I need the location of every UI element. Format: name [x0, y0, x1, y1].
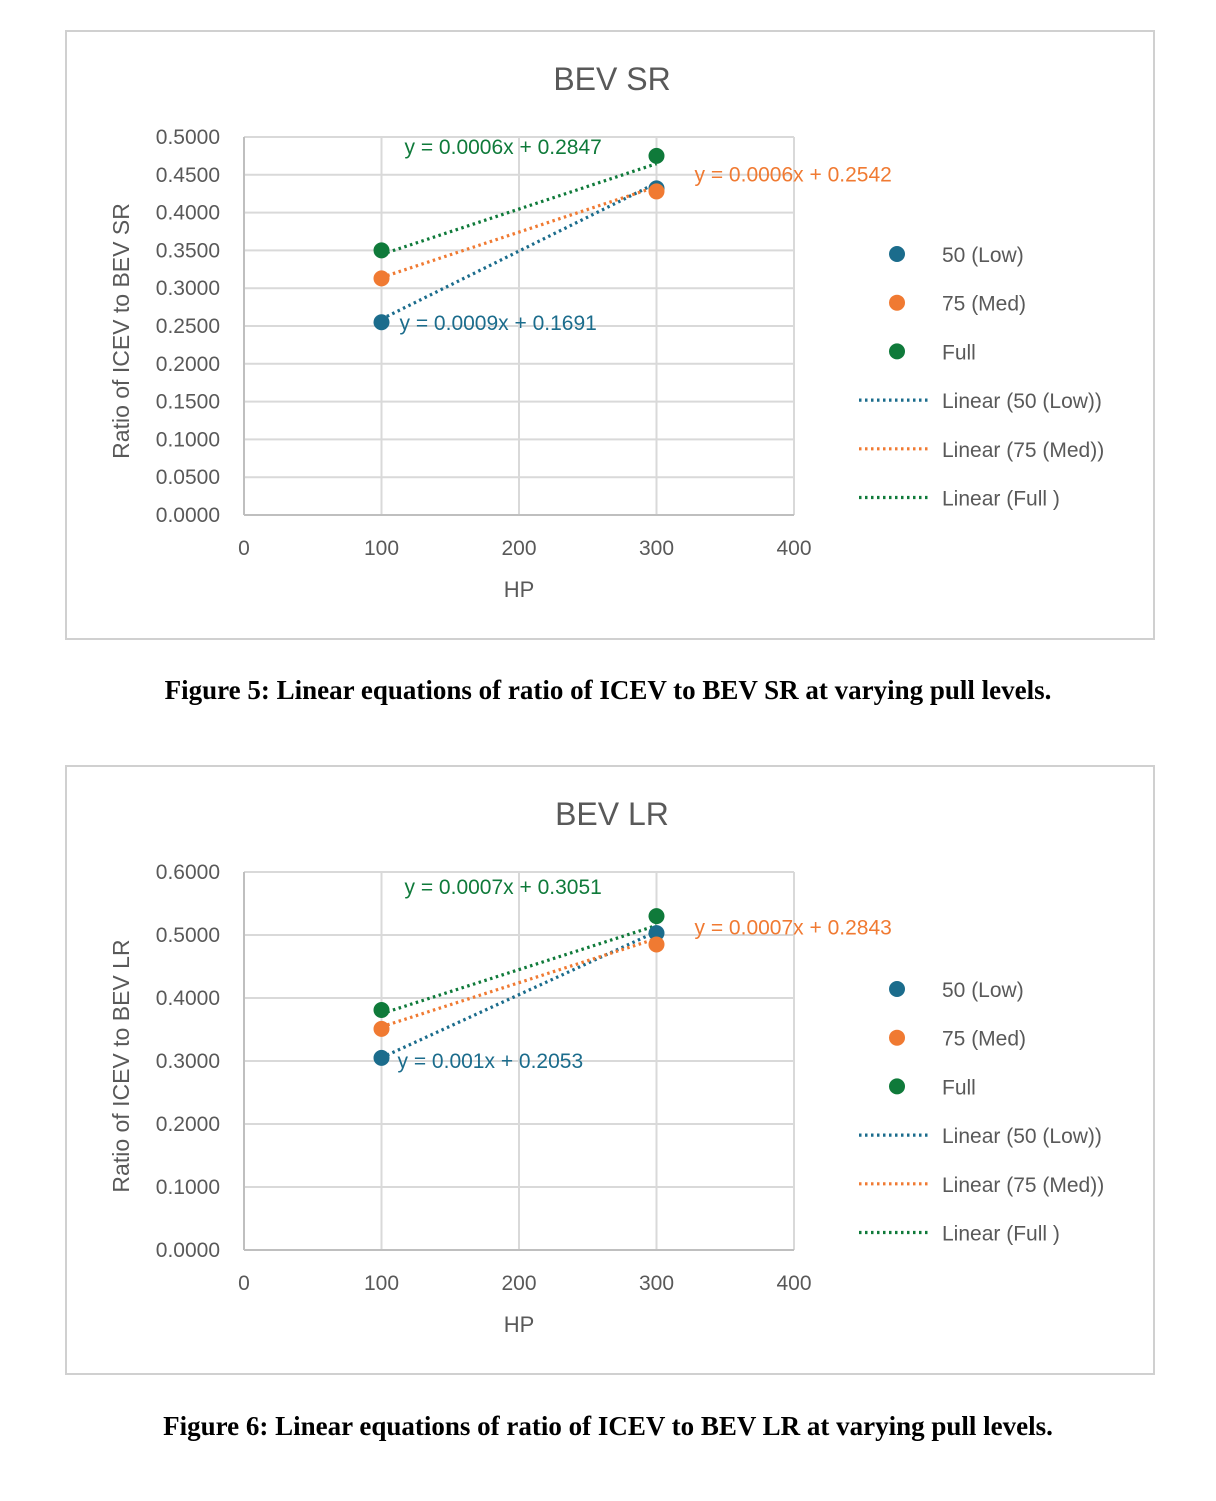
y-tick-label: 0.2000 [156, 353, 220, 376]
data-point-low [648, 925, 665, 942]
y-tick-label: 0.3500 [156, 239, 220, 262]
figure-6-caption: Figure 6: Linear equations of ratio of I… [163, 1411, 1053, 1441]
data-point-med [648, 183, 665, 200]
trendline-equation-low: y = 0.001x + 0.2053 [398, 1050, 584, 1073]
legend-marker-low [889, 246, 905, 262]
trendline-equation-med: y = 0.0006x + 0.2542 [695, 163, 892, 186]
chart-bev-sr-canvas: BEV SR 0.0000 0.0500 0.1000 0.1500 0.2000 0.25… [108, 61, 1104, 602]
x-axis-label: HP [504, 1312, 535, 1337]
legend-trend-label-med: Linear (75 (Med)) [942, 439, 1104, 462]
legend-label-full: Full [942, 341, 976, 364]
trendline-med [380, 185, 658, 279]
trendline-full [380, 162, 658, 256]
x-tick-label: 0 [238, 1272, 250, 1295]
chart-title: BEV SR [553, 61, 670, 97]
trendline-equation-med: y = 0.0007x + 0.2843 [695, 916, 892, 939]
legend-label-med: 75 (Med) [942, 293, 1026, 316]
legend-marker-med [889, 1029, 905, 1046]
y-tick-label: 0.0000 [156, 1239, 220, 1262]
x-tick-label: 400 [776, 537, 811, 560]
y-tick-label: 0.3000 [156, 277, 220, 300]
data-point-med [373, 270, 390, 287]
y-tick-label: 0.5000 [156, 924, 220, 947]
data-point-full [648, 908, 665, 925]
x-tick-label: 300 [639, 537, 674, 560]
x-tick-label: 100 [364, 1272, 399, 1295]
data-point-med [373, 1020, 390, 1037]
legend-label-med: 75 (Med) [942, 1028, 1026, 1051]
y-tick-label: 0.1000 [156, 1176, 220, 1199]
legend-trend-label-full: Linear (Full ) [942, 488, 1060, 511]
y-tick-label: 0.5000 [156, 126, 220, 149]
legend-label-low: 50 (Low) [942, 979, 1024, 1002]
trendline-med [381, 937, 657, 1029]
chart-title: BEV LR [555, 796, 669, 832]
y-tick-label: 0.0500 [156, 466, 220, 489]
y-tick-label: 0.4000 [156, 202, 220, 225]
legend-label-low: 50 (Low) [942, 244, 1024, 267]
data-point-full [373, 1001, 390, 1018]
y-tick-label: 0.4500 [156, 164, 220, 187]
chart-bev-sr: BEV SR 0.0000 0.0500 0.1000 0.1500 0.2000 0.25… [65, 30, 1155, 640]
legend-marker-low [889, 981, 905, 997]
legend-trend-label-low: Linear (50 (Low)) [942, 1125, 1102, 1148]
legend-label-full: Full [942, 1076, 976, 1099]
x-tick-label: 0 [238, 537, 250, 560]
data-point-low [373, 314, 390, 331]
x-axis-label: HP [504, 577, 535, 602]
legend-trend-label-med: Linear (75 (Med)) [942, 1174, 1104, 1197]
x-tick-label: 200 [501, 1272, 536, 1295]
data-point-full [373, 242, 390, 259]
y-tick-label: 0.6000 [156, 861, 220, 884]
y-axis-label: Ratio of ICEV to BEV SR [108, 203, 134, 459]
data-point-low [373, 1049, 390, 1066]
y-tick-label: 0.4000 [156, 987, 220, 1010]
y-tick-label: 0.0000 [156, 504, 220, 527]
legend-marker-full [889, 1078, 905, 1095]
y-axis-label: Ratio of ICEV to BEV LR [108, 939, 134, 1192]
y-tick-label: 0.2000 [156, 1113, 220, 1136]
data-point-full [648, 147, 665, 164]
trendline-equation-full: y = 0.0007x + 0.3051 [405, 876, 602, 899]
trendline-full [381, 923, 657, 1016]
y-tick-label: 0.3000 [156, 1050, 220, 1073]
legend-trend-label-low: Linear (50 (Low)) [942, 390, 1102, 413]
y-tick-label: 0.1000 [156, 428, 220, 451]
x-tick-label: 400 [776, 1272, 811, 1295]
trendline-equation-low: y = 0.0009x + 0.1691 [400, 312, 597, 335]
chart-bev-lr: BEV LR 0.0000 0.1000 0.2000 0.3000 0.4000 0.50… [65, 765, 1155, 1375]
x-tick-label: 100 [364, 537, 399, 560]
chart-bev-lr-canvas: BEV LR 0.0000 0.1000 0.2000 0.3000 0.4000 0.50… [108, 796, 1104, 1337]
y-tick-label: 0.1500 [156, 391, 220, 414]
data-point-med [648, 936, 665, 953]
y-tick-label: 0.2500 [156, 315, 220, 338]
x-tick-label: 300 [639, 1272, 674, 1295]
x-tick-label: 200 [501, 537, 536, 560]
legend-trend-label-full: Linear (Full ) [942, 1223, 1060, 1246]
trendline-equation-full: y = 0.0006x + 0.2847 [405, 136, 602, 159]
figure-5-caption: Figure 5: Linear equations of ratio of I… [164, 675, 1052, 705]
legend-marker-full [889, 343, 905, 360]
legend-marker-med [889, 294, 905, 311]
